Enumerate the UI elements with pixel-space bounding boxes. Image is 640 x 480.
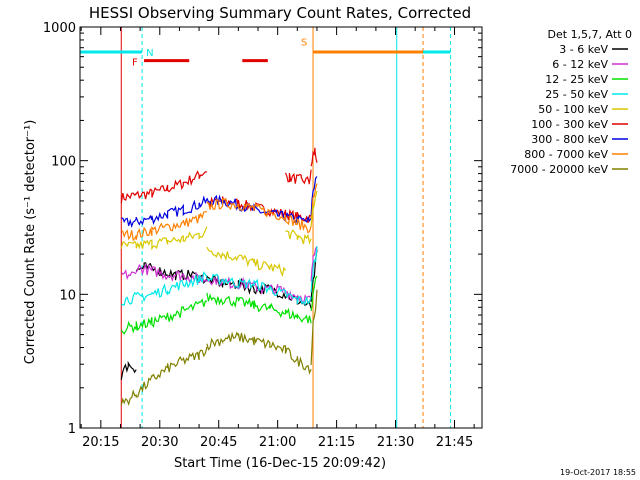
series-3-segment-0 [120,226,208,251]
legend-label-5: 100 - 300 keV [531,118,608,131]
plot-frame [79,26,483,429]
legend-label-2: 12 - 25 keV [545,73,608,86]
series-3 [120,190,318,278]
series-7-segment-1 [206,292,312,324]
legend-header: Det 1,5,7, Att 0 [548,28,632,41]
x-tick-label-0: 20:15 [82,435,119,450]
series-8-segment-1 [206,331,312,375]
legend-label-8: 7000 - 20000 keV [510,163,608,176]
data-layer [80,27,452,428]
series-6-segment-1 [206,273,312,306]
x-tick-label-1: 20:30 [141,435,178,450]
flag-label-n: N [146,48,153,59]
series-6 [121,246,318,306]
series-2-segment-0 [121,210,208,242]
y-tick-label-0: 1 [68,422,76,437]
series-0-segment-0 [120,170,207,204]
series-8 [120,289,318,407]
series-3-segment-1 [206,246,287,278]
series-1-segment-0 [121,195,208,229]
flag-label-f: F [132,58,138,69]
chart-title: HESSI Observing Summary Count Rates, Cor… [89,4,471,22]
x-tick-label-4: 21:15 [318,435,355,450]
series-0-segment-3 [310,147,318,167]
series-7-segment-0 [120,298,208,335]
series-0-segment-2 [284,169,312,185]
legend-label-7: 800 - 7000 keV [524,148,608,161]
y-axis-label: Corrected Count Rate (s⁻¹ detector⁻¹) [23,120,38,365]
x-tick-label-3: 21:00 [259,435,296,450]
series-7-segment-2 [310,275,318,312]
legend-label-3: 25 - 50 keV [545,88,608,101]
y-tick-label-3: 1000 [43,21,76,36]
series-7 [120,275,318,335]
legend-label-6: 300 - 800 keV [531,133,608,146]
legend-label-0: 3 - 6 keV [559,43,608,56]
series-4-segment-0 [120,360,137,380]
timestamp: 19-Oct-2017 18:55 [560,468,636,477]
legend-label-4: 50 - 100 keV [538,103,608,116]
plot-area: NF S 1 10 100 1000 20:15 20:30 20:45 21:00 21:15 21… [43,21,483,450]
x-tick-label-5: 21:30 [377,435,414,450]
series-5-segment-0 [120,269,137,281]
series-2-segment-1 [206,197,312,234]
series-8-segment-0 [120,346,208,407]
series-1-segment-2 [310,176,318,217]
y-tick-label-1: 10 [59,288,76,303]
series-3-segment-3 [310,190,318,227]
series-5-segment-2 [310,246,318,282]
series-6-segment-0 [121,271,208,306]
series-8-segment-2 [310,289,318,366]
x-tick-label-6: 21:45 [436,435,473,450]
legend: Det 1,5,7, Att 0 3 - 6 keV 6 - 12 keV 12 - … [510,28,632,176]
series-6-segment-2 [310,246,318,293]
series-4-segment-1 [135,262,312,309]
x-axis-label: Start Time (16-Dec-15 20:09:42) [174,456,386,471]
flag-label-s: S [301,37,307,48]
x-tick-label-2: 20:45 [200,435,237,450]
y-tick-label-2: 100 [51,155,76,170]
series-3-segment-2 [285,229,312,245]
legend-label-1: 6 - 12 keV [552,58,608,71]
